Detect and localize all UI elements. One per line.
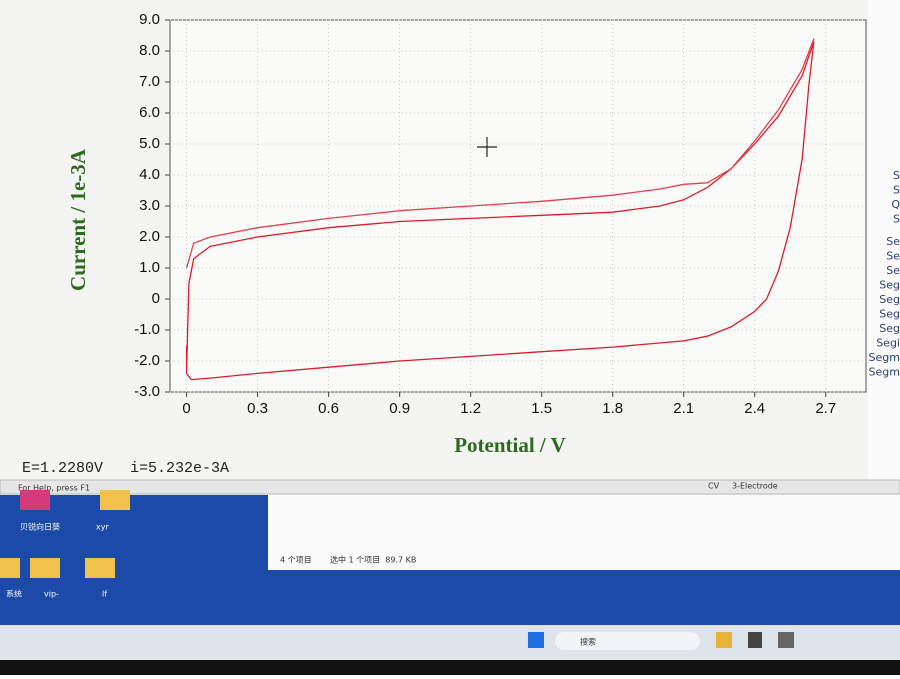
y-tick-label: 4.0	[139, 166, 160, 183]
y-tick-label: -2.0	[134, 352, 160, 369]
side-label: Seg	[879, 322, 900, 335]
taskbar-icon[interactable]	[778, 632, 794, 648]
desktop-icon[interactable]	[0, 558, 20, 578]
y-tick-label: 2.0	[139, 228, 160, 245]
x-tick-label: 2.4	[744, 400, 765, 417]
x-tick-label: 0.6	[318, 400, 339, 417]
start-button[interactable]	[528, 632, 544, 648]
taskbar-icon[interactable]	[716, 632, 732, 648]
desktop-icon[interactable]	[30, 558, 60, 578]
side-label: Se	[886, 250, 900, 263]
side-panel	[868, 0, 900, 480]
desktop-icon[interactable]	[20, 490, 50, 510]
side-label: Segm	[869, 366, 900, 379]
explorer-selected: 选中 1 个项目 89.7 KB	[330, 555, 416, 565]
y-tick-label: 3.0	[139, 197, 160, 214]
desktop-icon-label: 系统	[6, 589, 22, 599]
readout: E=1.2280V i=5.232e-3A	[22, 460, 229, 477]
search-text: 搜索	[580, 637, 596, 647]
side-label: Seg	[879, 279, 900, 292]
x-tick-label: 1.2	[460, 400, 481, 417]
side-label: Seg	[879, 293, 900, 306]
y-tick-label: 1.0	[139, 259, 160, 276]
x-tick-label: 1.5	[531, 400, 552, 417]
y-tick-label: 0	[152, 290, 160, 307]
desktop-icon-label: 贝锐向日葵	[20, 522, 60, 532]
y-tick-label: 8.0	[139, 42, 160, 59]
explorer-count: 4 个项目	[280, 556, 312, 565]
cv-curve	[185, 41, 815, 381]
y-axis-title: Current / 1e-3A	[66, 148, 90, 291]
side-label: S	[893, 184, 900, 197]
desktop-icon-label: vip-	[44, 590, 59, 599]
electrode-text: 3-Electrode	[732, 482, 778, 491]
desktop-icon-label: lf	[102, 590, 107, 599]
side-label: S	[893, 213, 900, 226]
crosshair	[477, 137, 497, 157]
side-label: Segi	[876, 337, 900, 350]
x-tick-label: 2.1	[673, 400, 694, 417]
desktop-icon-label: xyr	[96, 523, 109, 532]
x-tick-label: 2.7	[815, 400, 836, 417]
side-label: S	[893, 169, 900, 182]
side-label: Seg	[879, 308, 900, 321]
side-label: Se	[886, 235, 900, 248]
bezel	[0, 660, 900, 675]
status-bar	[0, 479, 900, 495]
y-tick-label: 5.0	[139, 135, 160, 152]
x-tick-label: 0.9	[389, 400, 410, 417]
help-text: For Help, press F1	[18, 484, 90, 493]
y-tick-label: 6.0	[139, 104, 160, 121]
mode-text: CV	[708, 482, 720, 491]
y-tick-label: 9.0	[139, 11, 160, 28]
y-tick-label: -3.0	[134, 383, 160, 400]
x-axis-title: Potential / V	[454, 433, 566, 457]
x-tick-label: 0.3	[247, 400, 268, 417]
side-label: Segm	[869, 351, 900, 364]
side-label: Q	[891, 198, 900, 211]
y-tick-label: -1.0	[134, 321, 160, 338]
desktop-icon[interactable]	[100, 490, 130, 510]
taskbar-icon[interactable]	[748, 632, 762, 648]
cv-curve	[185, 38, 815, 269]
taskbar	[0, 625, 900, 660]
x-tick-label: 0	[182, 400, 190, 417]
side-label: Se	[886, 264, 900, 277]
explorer-window	[268, 495, 900, 570]
search-box[interactable]	[555, 632, 700, 650]
y-tick-label: 7.0	[139, 73, 160, 90]
desktop-icon[interactable]	[85, 558, 115, 578]
x-tick-label: 1.8	[602, 400, 623, 417]
